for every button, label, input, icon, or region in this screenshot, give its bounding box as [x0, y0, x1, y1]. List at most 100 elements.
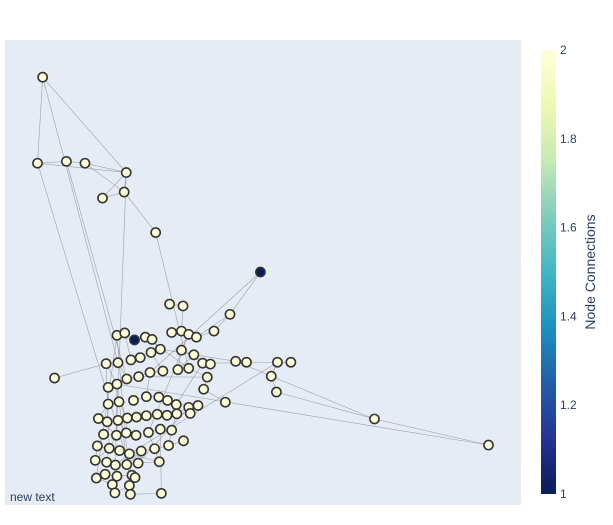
node-point [192, 400, 204, 411]
node-point [163, 440, 174, 451]
node-point [272, 356, 283, 368]
node-point [230, 355, 242, 367]
node-point [144, 367, 156, 378]
node-point [166, 424, 178, 436]
colorbar [541, 50, 556, 494]
colorbar-tick-label: 1.2 [560, 398, 577, 412]
node-point [79, 157, 91, 169]
edge [37, 162, 127, 173]
node-point [157, 365, 169, 377]
node-point [285, 356, 297, 368]
node-point [32, 157, 43, 169]
node-point [120, 167, 132, 178]
node-point [132, 457, 144, 469]
node-point [135, 445, 147, 457]
node-point [184, 407, 196, 419]
node-point [151, 408, 163, 420]
node-point [188, 349, 200, 361]
edge [229, 271, 261, 315]
node-point [271, 386, 282, 398]
edge [123, 191, 156, 233]
node-point [198, 383, 210, 395]
node-point [161, 409, 173, 421]
node-point [101, 456, 113, 468]
node-point [97, 192, 108, 204]
node-point [183, 362, 195, 374]
node-point [143, 427, 154, 438]
node-point [113, 396, 125, 408]
node-point [90, 472, 102, 484]
node-point [177, 300, 189, 312]
edge [84, 162, 125, 193]
node-point [162, 394, 173, 406]
colorbar-tick-label: 2 [560, 43, 567, 57]
node-point [61, 155, 72, 167]
node-point [37, 71, 49, 83]
node-point [133, 371, 145, 383]
node-point [102, 381, 114, 393]
colorbar-tick-label: 1.4 [560, 309, 577, 323]
node-point [111, 378, 123, 390]
node-point [170, 399, 182, 410]
node-point [114, 445, 125, 456]
node-point [153, 456, 165, 468]
node-point [128, 394, 139, 406]
edge [66, 161, 128, 380]
edge [116, 383, 489, 446]
edge [196, 314, 231, 338]
node-point [178, 435, 189, 447]
node-point [241, 356, 252, 368]
edge [271, 375, 375, 420]
node-point [89, 454, 101, 466]
node-point [98, 428, 109, 440]
node-point [123, 448, 135, 460]
node-point [204, 358, 216, 370]
node-point [111, 470, 123, 482]
node-point [109, 487, 121, 499]
node-point [121, 412, 133, 424]
node-point [112, 414, 124, 426]
node-point [91, 440, 103, 452]
node-point [145, 347, 157, 358]
node-point [176, 344, 187, 356]
node-point [129, 472, 141, 483]
node-point [219, 396, 231, 408]
node-point [265, 370, 277, 382]
node-point [140, 410, 152, 422]
node-point [150, 227, 162, 238]
node-point [155, 487, 167, 499]
edge [54, 363, 107, 379]
node-point [121, 373, 133, 385]
node-point [255, 266, 266, 278]
node-point [111, 429, 122, 441]
node-point [103, 442, 115, 454]
node-point [153, 391, 165, 403]
node-point [110, 459, 121, 471]
node-point [129, 334, 140, 346]
node-point [120, 427, 132, 439]
colorbar-tick-label: 1 [560, 487, 567, 501]
node-layer [32, 71, 494, 500]
edge [42, 77, 127, 173]
edge [102, 172, 127, 199]
node-point [164, 298, 176, 310]
node-point [154, 343, 166, 355]
node-point [208, 325, 220, 337]
edge [37, 77, 43, 164]
node-point [224, 308, 236, 320]
edge [149, 271, 261, 373]
node-point [119, 327, 131, 339]
node-point [101, 416, 113, 428]
edge [176, 363, 203, 405]
node-point [149, 443, 161, 455]
node-point [134, 352, 146, 363]
annotation-text: new text [10, 490, 55, 504]
node-point [99, 468, 111, 480]
node-point [369, 413, 380, 425]
colorbar-tick-label: 1.8 [560, 132, 577, 146]
edge [276, 391, 375, 420]
node-point [102, 398, 114, 410]
node-point [121, 459, 133, 470]
colorbar-title: Node Connections [582, 214, 598, 329]
node-point [171, 408, 183, 420]
